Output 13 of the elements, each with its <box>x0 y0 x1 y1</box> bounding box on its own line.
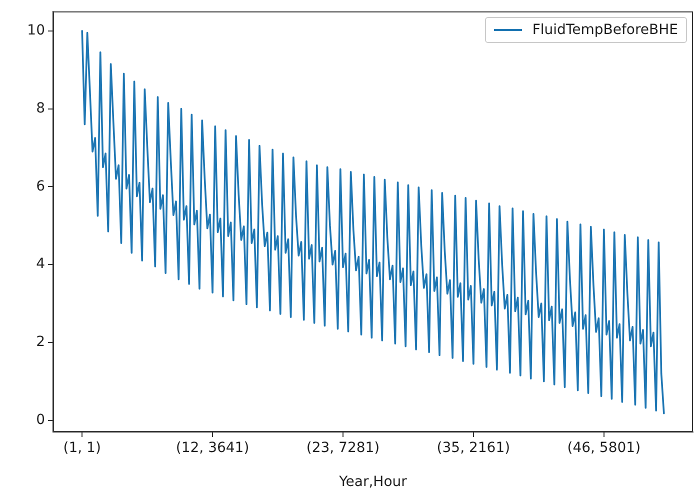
y-tick-label: 10 <box>27 22 45 39</box>
x-tick-label: (1, 1) <box>63 440 101 456</box>
y-tick-label: 8 <box>36 100 45 116</box>
x-axis-title: Year,Hour <box>338 474 408 490</box>
y-tick-label: 4 <box>36 256 46 272</box>
x-tick-label: (46, 5801) <box>567 440 641 456</box>
x-tick-label: (23, 7281) <box>306 440 380 456</box>
x-tick-label: (12, 3641) <box>176 440 250 456</box>
x-tick-label: (35, 2161) <box>436 440 510 456</box>
y-tick-label: 0 <box>36 412 45 428</box>
y-tick-label: 2 <box>36 334 45 350</box>
y-tick-label: 6 <box>36 178 46 194</box>
legend-label: FluidTempBeforeBHE <box>532 22 678 38</box>
